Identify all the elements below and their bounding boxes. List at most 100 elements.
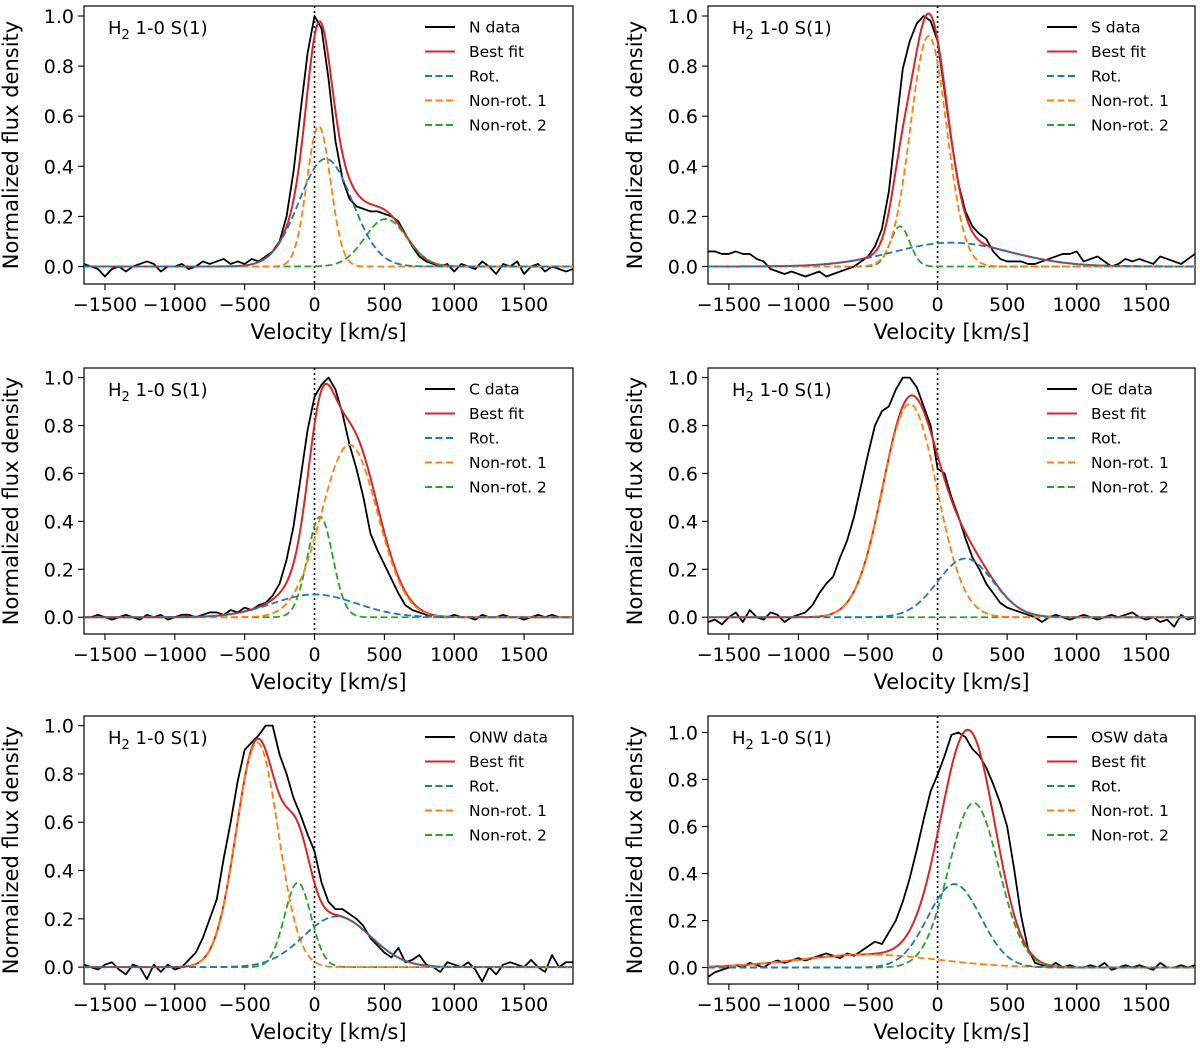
x-axis-label: Velocity [km/s] (873, 670, 1029, 694)
nonrot2-component-line (708, 802, 1195, 969)
x-tick-label: −500 (842, 644, 894, 666)
x-tick-label: −1500 (73, 294, 137, 316)
x-tick-label: −500 (842, 294, 894, 316)
legend: S data Best fit Rot. Non-rot. 1 Non-rot. 2 (1047, 19, 1169, 135)
nonrot1-component-line (708, 403, 1195, 619)
legend-label: Non-rot. 2 (1091, 117, 1169, 135)
legend-label: Non-rot. 1 (469, 802, 547, 820)
legend-label: OE data (1091, 381, 1153, 399)
x-tick-label: −1500 (697, 994, 761, 1016)
legend-label: Best fit (1091, 43, 1146, 61)
x-axis-label: Velocity [km/s] (250, 670, 406, 694)
y-tick-label: 0.6 (668, 463, 698, 485)
plot-area (708, 368, 1195, 634)
y-tick-label: 0.4 (44, 861, 74, 883)
legend-label: Rot. (469, 68, 500, 86)
best-fit-line (84, 737, 573, 969)
x-tick-label: 1500 (500, 994, 548, 1016)
legend-label: Rot. (469, 430, 500, 448)
panel-3: −1500 −1000 −500 0 500 1000 1500 0.0 0.2 0.4 0.6 0.… (0, 367, 574, 694)
legend-label: Rot. (1091, 68, 1122, 86)
x-tick-label: 500 (989, 294, 1025, 316)
plot-area (708, 6, 1195, 284)
panel-6: −1500 −1000 −500 0 500 1000 1500 0.0 0.2 0.4 0.6 0.… (623, 715, 1196, 1044)
x-tick-label: 1000 (1053, 294, 1101, 316)
y-axis-label: Normalized flux density (623, 377, 647, 625)
y-tick-label: 0.0 (668, 958, 698, 980)
y-tick-label: 0.8 (44, 416, 74, 438)
line-label: H2 1-0 S(1) (732, 18, 832, 43)
best-fit-line (708, 394, 1195, 619)
y-tick-label: 0.2 (668, 559, 698, 581)
x-tick-label: 500 (366, 294, 402, 316)
axes-frame (707, 367, 1196, 635)
line-label: H2 1-0 S(1) (732, 728, 832, 753)
legend-label: Non-rot. 1 (469, 454, 547, 472)
y-tick-label: 0.0 (44, 256, 74, 278)
panel-1: −1500 −1000 −500 0 500 1000 1500 0.0 0.2 0.4 0.6 0.… (0, 5, 574, 344)
legend-label: Best fit (1091, 753, 1146, 771)
x-tick-label: −500 (219, 644, 271, 666)
x-tick-label: 0 (932, 644, 944, 666)
legend-label: Non-rot. 1 (1091, 454, 1169, 472)
rot-component-line (708, 883, 1195, 969)
line-label: H2 1-0 S(1) (732, 380, 832, 405)
x-tick-label: 1000 (430, 644, 478, 666)
x-tick-label: 1500 (1122, 644, 1170, 666)
x-tick-label: 0 (308, 994, 320, 1016)
legend-label: Rot. (1091, 430, 1122, 448)
y-tick-label: 0.4 (44, 511, 74, 533)
nonrot2-component-line (84, 515, 573, 619)
y-axis-label: Normalized flux density (0, 377, 23, 625)
y-tick-label: 0.8 (668, 769, 698, 791)
legend-label: C data (469, 381, 520, 399)
axes-frame (707, 715, 1196, 985)
y-tick-label: 0.4 (44, 156, 74, 178)
y-tick-label: 1.0 (668, 6, 698, 28)
legend-label: Best fit (469, 43, 524, 61)
y-axis-label: Normalized flux density (0, 21, 23, 269)
rot-component-line (708, 557, 1195, 619)
y-tick-label: 0.0 (44, 957, 74, 979)
x-tick-label: −1000 (143, 644, 207, 666)
x-tick-label: 1500 (500, 644, 548, 666)
rot-component-line (84, 915, 573, 968)
y-tick-label: 0.6 (44, 812, 74, 834)
y-tick-label: 0.2 (668, 206, 698, 228)
axes-frame (83, 367, 574, 635)
x-tick-label: 1500 (1122, 994, 1170, 1016)
rot-component-line (708, 241, 1195, 268)
nonrot1-component-line (708, 35, 1195, 268)
rot-component-line (84, 593, 573, 619)
y-axis-label: Normalized flux density (623, 726, 647, 974)
legend-label: Non-rot. 2 (469, 827, 547, 845)
x-tick-label: −500 (219, 294, 271, 316)
y-tick-label: 1.0 (668, 368, 698, 390)
legend-label: Best fit (469, 753, 524, 771)
plot-area (84, 368, 573, 634)
legend-label: Rot. (469, 778, 500, 796)
y-tick-label: 0.0 (44, 607, 74, 629)
x-axis-label: Velocity [km/s] (873, 1020, 1029, 1044)
y-tick-label: 0.0 (668, 256, 698, 278)
legend: OSW data Best fit Rot. Non-rot. 1 Non-rot. 2 (1047, 729, 1169, 845)
rot-component-line (84, 157, 573, 268)
x-tick-label: 0 (308, 294, 320, 316)
axes-frame (707, 5, 1196, 285)
legend-label: Non-rot. 2 (469, 117, 547, 135)
x-tick-label: −1000 (766, 644, 830, 666)
x-tick-label: −500 (219, 994, 271, 1016)
line-label: H2 1-0 S(1) (108, 380, 208, 405)
legend-label: Best fit (1091, 405, 1146, 423)
x-tick-label: 1000 (430, 994, 478, 1016)
legend-label: Non-rot. 1 (1091, 802, 1169, 820)
nonrot2-component-line (84, 217, 573, 268)
line-label: H2 1-0 S(1) (108, 18, 208, 43)
x-tick-label: −1500 (73, 994, 137, 1016)
x-tick-label: −1000 (766, 294, 830, 316)
x-tick-label: 1500 (500, 294, 548, 316)
legend-label: Non-rot. 1 (1091, 92, 1169, 110)
x-tick-label: 1000 (1053, 994, 1101, 1016)
axes-frame (83, 5, 574, 285)
